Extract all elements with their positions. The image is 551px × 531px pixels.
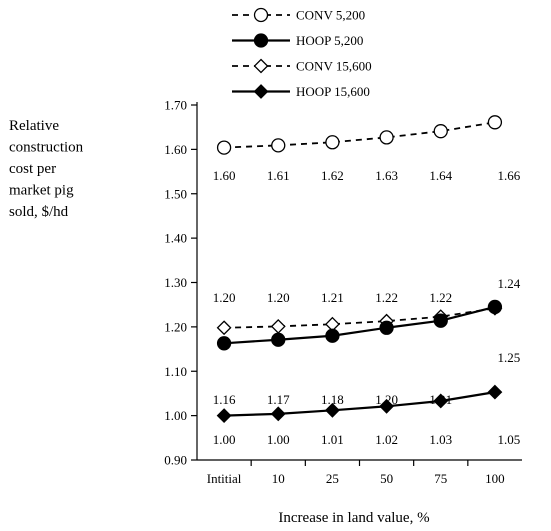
data-labels: 1.60 1.61 1.62 1.63 1.64 1.66 1.16 1.17 1.18 1.20… <box>213 168 521 447</box>
y-tick-label: 1.30 <box>164 275 187 290</box>
y-axis-title-line: Relative <box>9 118 59 134</box>
data-label: 1.21 <box>429 392 452 407</box>
x-tick-label: 100 <box>485 471 505 486</box>
data-label: 1.17 <box>267 392 290 407</box>
data-label: 1.20 <box>213 290 236 305</box>
data-point <box>270 406 286 422</box>
y-tick-label: 1.00 <box>164 408 187 423</box>
series-line <box>224 121 496 149</box>
axes: 0.90 1.00 1.10 1.20 1.30 1.40 1.50 1.60 1.70 Inti… <box>164 98 522 486</box>
x-tick-label: Intitial <box>207 471 242 486</box>
data-point <box>487 299 503 315</box>
data-label: 1.00 <box>267 432 290 447</box>
x-tick-label: 25 <box>326 471 339 486</box>
data-point <box>433 313 448 328</box>
data-point <box>379 130 394 145</box>
legend-label: HOOP 5,200 <box>296 33 363 48</box>
data-point <box>271 332 286 347</box>
y-axis-title-line: sold, $/hd <box>9 204 69 220</box>
data-point <box>433 393 449 409</box>
data-label: 1.24 <box>498 276 521 291</box>
data-label: 1.21 <box>321 290 344 305</box>
legend-label: CONV 15,600 <box>296 59 372 74</box>
legend-marker <box>253 84 269 99</box>
data-label: 1.01 <box>321 432 344 447</box>
data-point <box>487 384 503 400</box>
series-line <box>224 305 496 345</box>
y-tick-label: 0.90 <box>164 453 187 468</box>
data-point <box>325 135 340 150</box>
legend-label: HOOP 15,600 <box>296 84 370 99</box>
y-axis-title: Relative construction cost per market pig so… <box>9 118 84 220</box>
legend: CONV 5,200 HOOP 5,200 CONV 15,600 HOOP 15,6… <box>232 7 372 99</box>
legend-marker <box>253 33 269 48</box>
data-label: 1.63 <box>375 168 398 183</box>
series-line <box>224 391 496 417</box>
data-point <box>325 328 340 343</box>
data-label: 1.66 <box>498 168 521 183</box>
y-tick-label: 1.70 <box>164 98 187 113</box>
data-point <box>379 398 395 414</box>
data-label: 1.60 <box>213 168 236 183</box>
y-axis-title-line: construction <box>9 140 84 156</box>
data-point <box>216 320 232 336</box>
y-tick-label: 1.50 <box>164 186 187 201</box>
data-point <box>216 408 232 424</box>
x-tick-label: 10 <box>272 471 285 486</box>
data-label: 1.16 <box>213 392 236 407</box>
data-label: 1.20 <box>267 290 290 305</box>
y-axis-title-line: cost per <box>9 161 56 177</box>
data-point <box>271 138 286 153</box>
legend-marker <box>253 58 269 74</box>
data-label: 1.18 <box>321 392 344 407</box>
data-label: 1.64 <box>429 168 452 183</box>
data-label: 1.25 <box>498 350 521 365</box>
series-group <box>216 115 503 424</box>
data-label: 1.22 <box>429 290 452 305</box>
y-tick-label: 1.40 <box>164 231 187 246</box>
data-label: 1.62 <box>321 168 344 183</box>
legend-marker <box>253 7 269 23</box>
data-label: 1.02 <box>375 432 398 447</box>
y-tick-label: 1.20 <box>164 319 187 334</box>
data-point <box>216 336 232 351</box>
y-tick-label: 1.10 <box>164 364 187 379</box>
data-label: 1.61 <box>267 168 290 183</box>
x-tick-label: 75 <box>434 471 447 486</box>
y-tick-label: 1.60 <box>164 142 187 157</box>
data-label: 1.20 <box>375 392 398 407</box>
data-point <box>216 140 232 155</box>
data-point <box>270 319 286 334</box>
data-label: 1.05 <box>498 432 521 447</box>
x-tick-label: 50 <box>380 471 393 486</box>
y-axis-title-line: market pig <box>9 183 74 199</box>
data-label: 1.00 <box>213 432 236 447</box>
data-label: 1.03 <box>429 432 452 447</box>
data-label: 1.22 <box>375 290 398 305</box>
data-point <box>379 320 394 335</box>
x-axis-title: Increase in land value, % <box>278 510 429 526</box>
legend-label: CONV 5,200 <box>296 8 365 23</box>
series-line <box>224 307 496 329</box>
data-point <box>487 115 503 130</box>
data-point <box>324 402 340 418</box>
data-point <box>433 124 448 139</box>
